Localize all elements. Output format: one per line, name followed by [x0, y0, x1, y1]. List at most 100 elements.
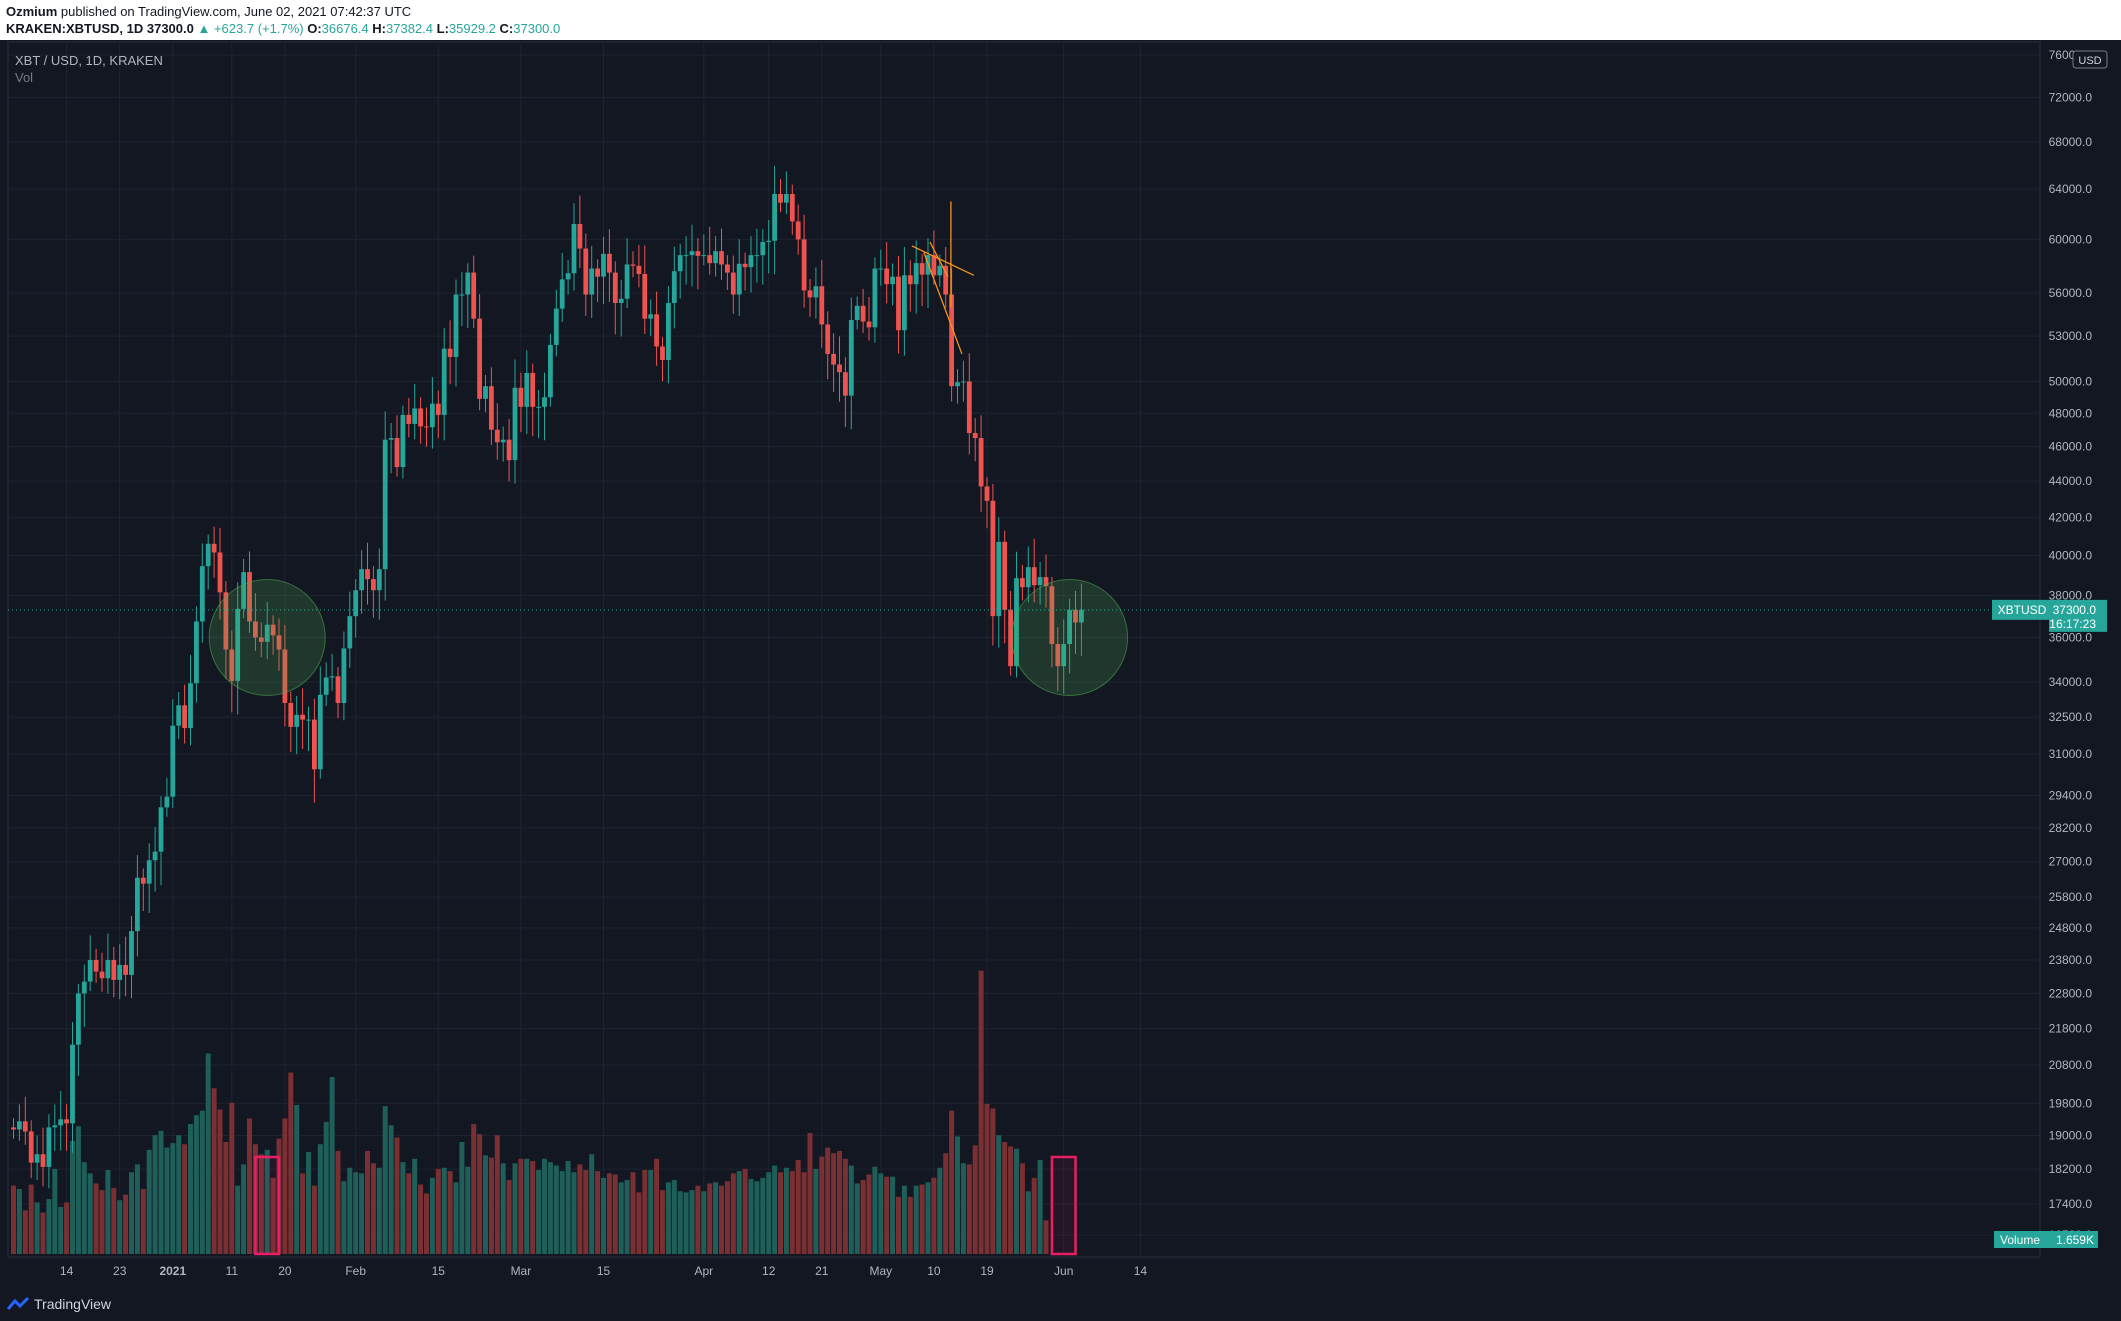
- candle-body: [359, 569, 364, 591]
- candle-body: [748, 255, 754, 268]
- volume-bar: [937, 1167, 943, 1254]
- candle-body: [494, 429, 500, 443]
- volume-bar: [642, 1170, 648, 1254]
- volume-bar: [925, 1182, 931, 1254]
- candle-body: [22, 1121, 28, 1132]
- symbol-line[interactable]: KRAKEN:XBTUSD, 1D: [6, 21, 144, 36]
- volume-bar: [1031, 1177, 1037, 1254]
- volume-bar: [288, 1072, 294, 1254]
- candle-body: [371, 579, 376, 591]
- volume-bar: [306, 1152, 311, 1254]
- y-tick-label: 64000.0: [2049, 182, 2093, 196]
- volume-bar: [860, 1180, 866, 1254]
- volume-bar: [713, 1182, 719, 1254]
- author-name[interactable]: Ozmium: [6, 4, 58, 19]
- x-tick-label: 19: [980, 1264, 994, 1278]
- volume-bar: [884, 1176, 890, 1254]
- x-tick-label: 23: [113, 1264, 127, 1278]
- candle-body: [1008, 609, 1013, 667]
- candle-body: [630, 264, 636, 266]
- volume-bar: [140, 1189, 146, 1254]
- candle-body: [241, 572, 246, 609]
- countdown-label: 16:17:23: [2049, 617, 2096, 631]
- candle-body: [412, 408, 418, 424]
- legend-volume[interactable]: Vol: [15, 70, 33, 85]
- volume-bar: [1008, 1146, 1014, 1254]
- candle-body: [176, 705, 182, 726]
- candle-body: [1025, 567, 1031, 588]
- volume-bar: [64, 1202, 70, 1254]
- candle-body: [825, 324, 831, 354]
- candle-body: [388, 438, 394, 440]
- volume-bar: [370, 1163, 376, 1254]
- volume-bar: [335, 1150, 341, 1254]
- candle-body: [235, 608, 241, 681]
- volume-bar: [170, 1143, 176, 1254]
- candle-body: [1073, 609, 1078, 623]
- volume-bar: [913, 1185, 919, 1254]
- volume-bar: [553, 1165, 559, 1254]
- candle-body: [335, 676, 341, 703]
- volume-bar: [500, 1163, 506, 1254]
- candle-body: [447, 348, 453, 357]
- volume-badge-name: Volume: [2000, 1233, 2040, 1247]
- publish-line: Ozmium published on TradingView.com, Jun…: [6, 4, 411, 20]
- legend-title[interactable]: XBT / USD, 1D, KRAKEN: [15, 53, 163, 68]
- candle-body: [500, 439, 506, 443]
- candle-body: [972, 433, 978, 439]
- volume-bars: [11, 970, 1049, 1254]
- candle-body: [1049, 586, 1055, 645]
- volume-bar: [807, 1133, 813, 1254]
- x-tick-label: 10: [927, 1264, 941, 1278]
- candle-body: [848, 320, 854, 396]
- volume-bar: [825, 1147, 831, 1254]
- volume-bar: [724, 1181, 730, 1254]
- volume-bar: [736, 1171, 742, 1254]
- candle-body: [205, 543, 211, 567]
- candle-body: [660, 346, 665, 360]
- candle-body: [135, 877, 140, 932]
- x-tick-label: 15: [432, 1264, 446, 1278]
- volume-bar: [105, 1170, 111, 1254]
- volume-bar: [70, 1140, 75, 1254]
- volume-badge-value: 1.659K: [2056, 1233, 2094, 1247]
- volume-bar: [606, 1173, 612, 1254]
- y-tick-label: 23800.0: [2049, 953, 2093, 967]
- volume-bar: [16, 1189, 22, 1254]
- candle-body: [866, 321, 872, 328]
- candle-body: [671, 271, 677, 303]
- y-tick-label: 32500.0: [2049, 710, 2093, 724]
- volume-bar: [353, 1172, 359, 1254]
- volume-bar: [264, 1149, 270, 1254]
- tradingview-logo-icon[interactable]: [6, 1295, 30, 1313]
- volume-bar: [193, 1115, 199, 1254]
- candle-body: [1079, 609, 1084, 623]
- y-tick-label: 19800.0: [2049, 1096, 2093, 1110]
- candle-body: [949, 294, 954, 387]
- candle-body: [795, 221, 801, 240]
- candle-body: [624, 264, 630, 299]
- candle-body: [565, 273, 571, 280]
- high-label: H:: [372, 21, 387, 36]
- candle-body: [730, 272, 736, 295]
- symbol-badge: [1992, 599, 2053, 620]
- candle-body: [595, 268, 600, 277]
- close-value: 37300.0: [513, 21, 561, 36]
- volume-bar: [931, 1177, 937, 1254]
- volume-bar: [376, 1167, 382, 1254]
- candle-body: [211, 543, 217, 553]
- y-tick-label: 25800.0: [2049, 890, 2093, 904]
- volume-bar: [152, 1135, 158, 1254]
- volume-bar: [87, 1173, 93, 1254]
- volume-bar: [258, 1154, 264, 1254]
- candle-body: [81, 981, 87, 994]
- candle-body: [64, 1119, 69, 1124]
- volume-bar: [890, 1176, 896, 1254]
- trendline: [923, 252, 963, 355]
- candlestick-chart[interactable]: 76000.072000.068000.064000.060000.056000…: [0, 40, 2121, 1286]
- candle-body: [1014, 578, 1019, 667]
- brand-name[interactable]: TradingView: [34, 1296, 112, 1312]
- volume-bar: [418, 1184, 424, 1254]
- candle-body: [536, 406, 541, 408]
- volume-bar: [99, 1190, 105, 1254]
